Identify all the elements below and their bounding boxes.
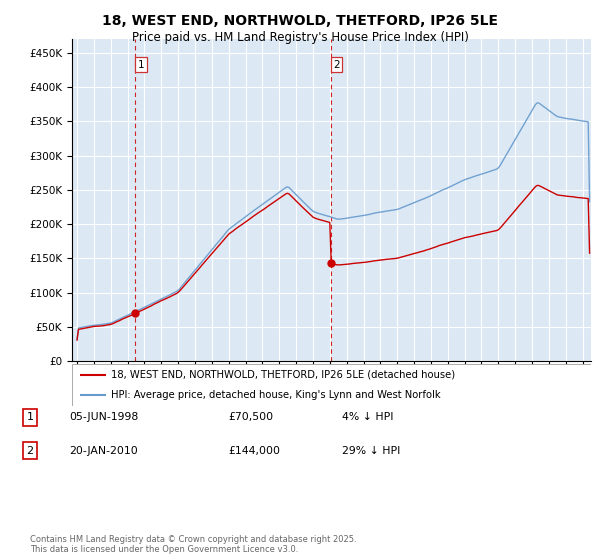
Text: 18, WEST END, NORTHWOLD, THETFORD, IP26 5LE: 18, WEST END, NORTHWOLD, THETFORD, IP26 … (102, 14, 498, 28)
Text: 1: 1 (137, 60, 144, 70)
Text: HPI: Average price, detached house, King's Lynn and West Norfolk: HPI: Average price, detached house, King… (111, 390, 440, 400)
Text: 2: 2 (26, 446, 34, 456)
Text: 18, WEST END, NORTHWOLD, THETFORD, IP26 5LE (detached house): 18, WEST END, NORTHWOLD, THETFORD, IP26 … (111, 370, 455, 380)
Text: 4% ↓ HPI: 4% ↓ HPI (342, 412, 394, 422)
Text: Contains HM Land Registry data © Crown copyright and database right 2025.
This d: Contains HM Land Registry data © Crown c… (30, 535, 356, 554)
Text: 1: 1 (26, 412, 34, 422)
Text: 05-JUN-1998: 05-JUN-1998 (69, 412, 138, 422)
Text: Price paid vs. HM Land Registry's House Price Index (HPI): Price paid vs. HM Land Registry's House … (131, 31, 469, 44)
Text: 20-JAN-2010: 20-JAN-2010 (69, 446, 138, 456)
Text: 2: 2 (333, 60, 340, 70)
Text: £144,000: £144,000 (228, 446, 280, 456)
Text: £70,500: £70,500 (228, 412, 273, 422)
Text: 29% ↓ HPI: 29% ↓ HPI (342, 446, 400, 456)
